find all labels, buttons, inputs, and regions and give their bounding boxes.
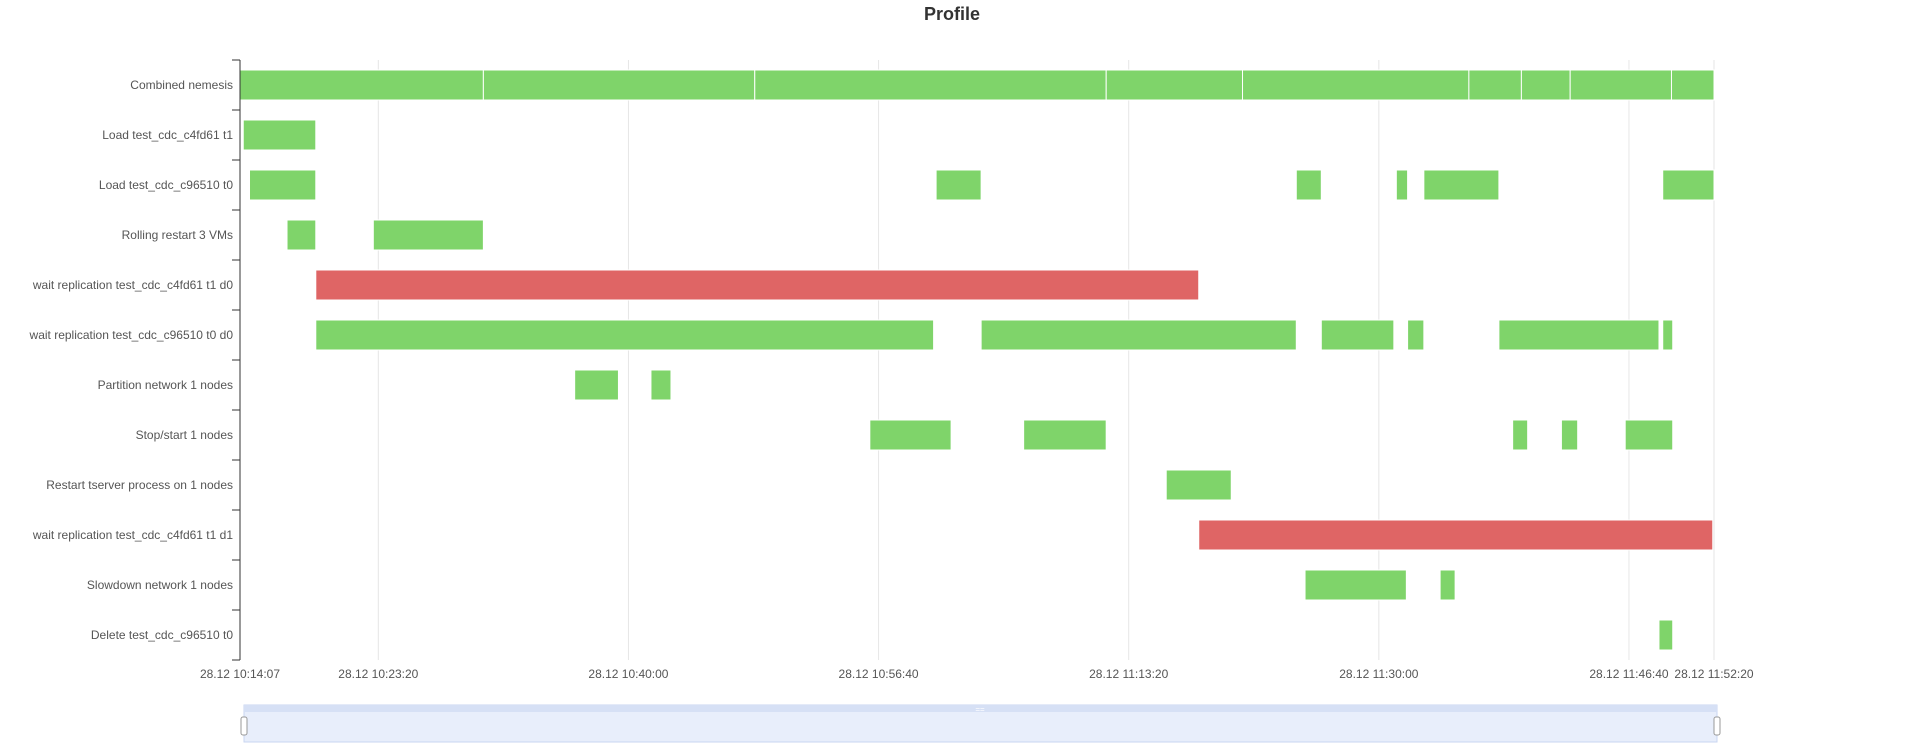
gantt-bar[interactable]	[1320, 319, 1395, 351]
y-category-label: Partition network 1 nodes	[98, 378, 233, 392]
y-category-label: Rolling restart 3 VMs	[122, 228, 233, 242]
gantt-bar[interactable]	[1304, 569, 1407, 601]
y-category-label: Load test_cdc_c96510 t0	[99, 178, 233, 192]
gantt-bar[interactable]	[1407, 319, 1425, 351]
gantt-bar[interactable]	[1662, 319, 1674, 351]
gantt-bar[interactable]	[1423, 169, 1500, 201]
gantt-bar[interactable]	[1670, 69, 1715, 101]
gantt-bar[interactable]	[935, 169, 982, 201]
gantt-bar[interactable]	[1439, 569, 1456, 601]
gantt-bar[interactable]	[574, 369, 619, 401]
navigator-grip-icon[interactable]: ==	[975, 705, 985, 714]
gantt-bar[interactable]	[1512, 419, 1529, 451]
gantt-bar[interactable]	[249, 169, 317, 201]
y-category-label: Delete test_cdc_c96510 t0	[91, 628, 233, 642]
gantt-bar[interactable]	[1165, 469, 1232, 501]
gantt-bar[interactable]	[1105, 69, 1244, 101]
gantt-bar[interactable]	[1023, 419, 1107, 451]
gantt-bar[interactable]	[1658, 619, 1674, 651]
x-tick-label: 28.12 10:56:40	[839, 667, 919, 681]
gantt-bar[interactable]	[239, 69, 484, 101]
y-category-label: Restart tserver process on 1 nodes	[46, 478, 233, 492]
gantt-bar[interactable]	[1498, 319, 1660, 351]
gantt-bar[interactable]	[1395, 169, 1409, 201]
gantt-bar[interactable]	[1520, 69, 1571, 101]
chart-title: Profile	[924, 4, 980, 24]
gantt-bar[interactable]	[1560, 419, 1579, 451]
grid-lines	[239, 60, 1715, 660]
y-category-label: Combined nemesis	[130, 78, 233, 92]
y-category-label: Stop/start 1 nodes	[136, 428, 233, 442]
range-navigator[interactable]: ==	[240, 704, 1721, 743]
gantt-bar[interactable]	[754, 69, 1107, 101]
x-tick-label: 28.12 11:52:20	[1674, 667, 1754, 681]
gantt-bar[interactable]	[315, 269, 1200, 301]
gantt-bar[interactable]	[315, 319, 935, 351]
gantt-bar[interactable]	[869, 419, 952, 451]
x-tick-label: 28.12 10:23:20	[338, 667, 418, 681]
x-tick-label: 28.12 11:46:40	[1589, 667, 1669, 681]
y-axis: Combined nemesis Load test_cdc_c4fd61 t1 L…	[29, 59, 241, 661]
bars	[239, 69, 1715, 651]
gantt-bar[interactable]	[1468, 69, 1522, 101]
y-category-label: wait replication test_cdc_c4fd61 t1 d1	[32, 528, 233, 542]
gantt-bar[interactable]	[1662, 169, 1715, 201]
navigator-top-bar	[244, 705, 1717, 712]
y-category-label: wait replication test_cdc_c96510 t0 d0	[29, 328, 234, 342]
gantt-bar[interactable]	[650, 369, 672, 401]
gantt-bar[interactable]	[372, 219, 484, 251]
gantt-bar[interactable]	[1295, 169, 1322, 201]
x-axis: 28.12 10:14:07 28.12 10:23:20 28.12 10:40:…	[200, 667, 1754, 681]
gantt-bar[interactable]	[242, 119, 317, 151]
gantt-bar[interactable]	[482, 69, 756, 101]
gantt-bar[interactable]	[980, 319, 1297, 351]
x-tick-label: 28.12 10:40:00	[588, 667, 668, 681]
gantt-bar[interactable]	[1198, 519, 1714, 551]
y-category-label: Load test_cdc_c4fd61 t1	[102, 128, 233, 142]
navigator-right-handle[interactable]	[1713, 716, 1721, 736]
x-tick-label: 28.12 11:30:00	[1339, 667, 1419, 681]
gantt-bar[interactable]	[1569, 69, 1672, 101]
y-category-label: Slowdown network 1 nodes	[87, 578, 233, 592]
gantt-bar[interactable]	[286, 219, 317, 251]
y-category-label: wait replication test_cdc_c4fd61 t1 d0	[32, 278, 233, 292]
x-tick-label: 28.12 10:14:07	[200, 667, 280, 681]
gantt-bar[interactable]	[1242, 69, 1470, 101]
navigator-left-handle[interactable]	[240, 716, 248, 736]
x-tick-label: 28.12 11:13:20	[1089, 667, 1169, 681]
gantt-bar[interactable]	[1624, 419, 1674, 451]
